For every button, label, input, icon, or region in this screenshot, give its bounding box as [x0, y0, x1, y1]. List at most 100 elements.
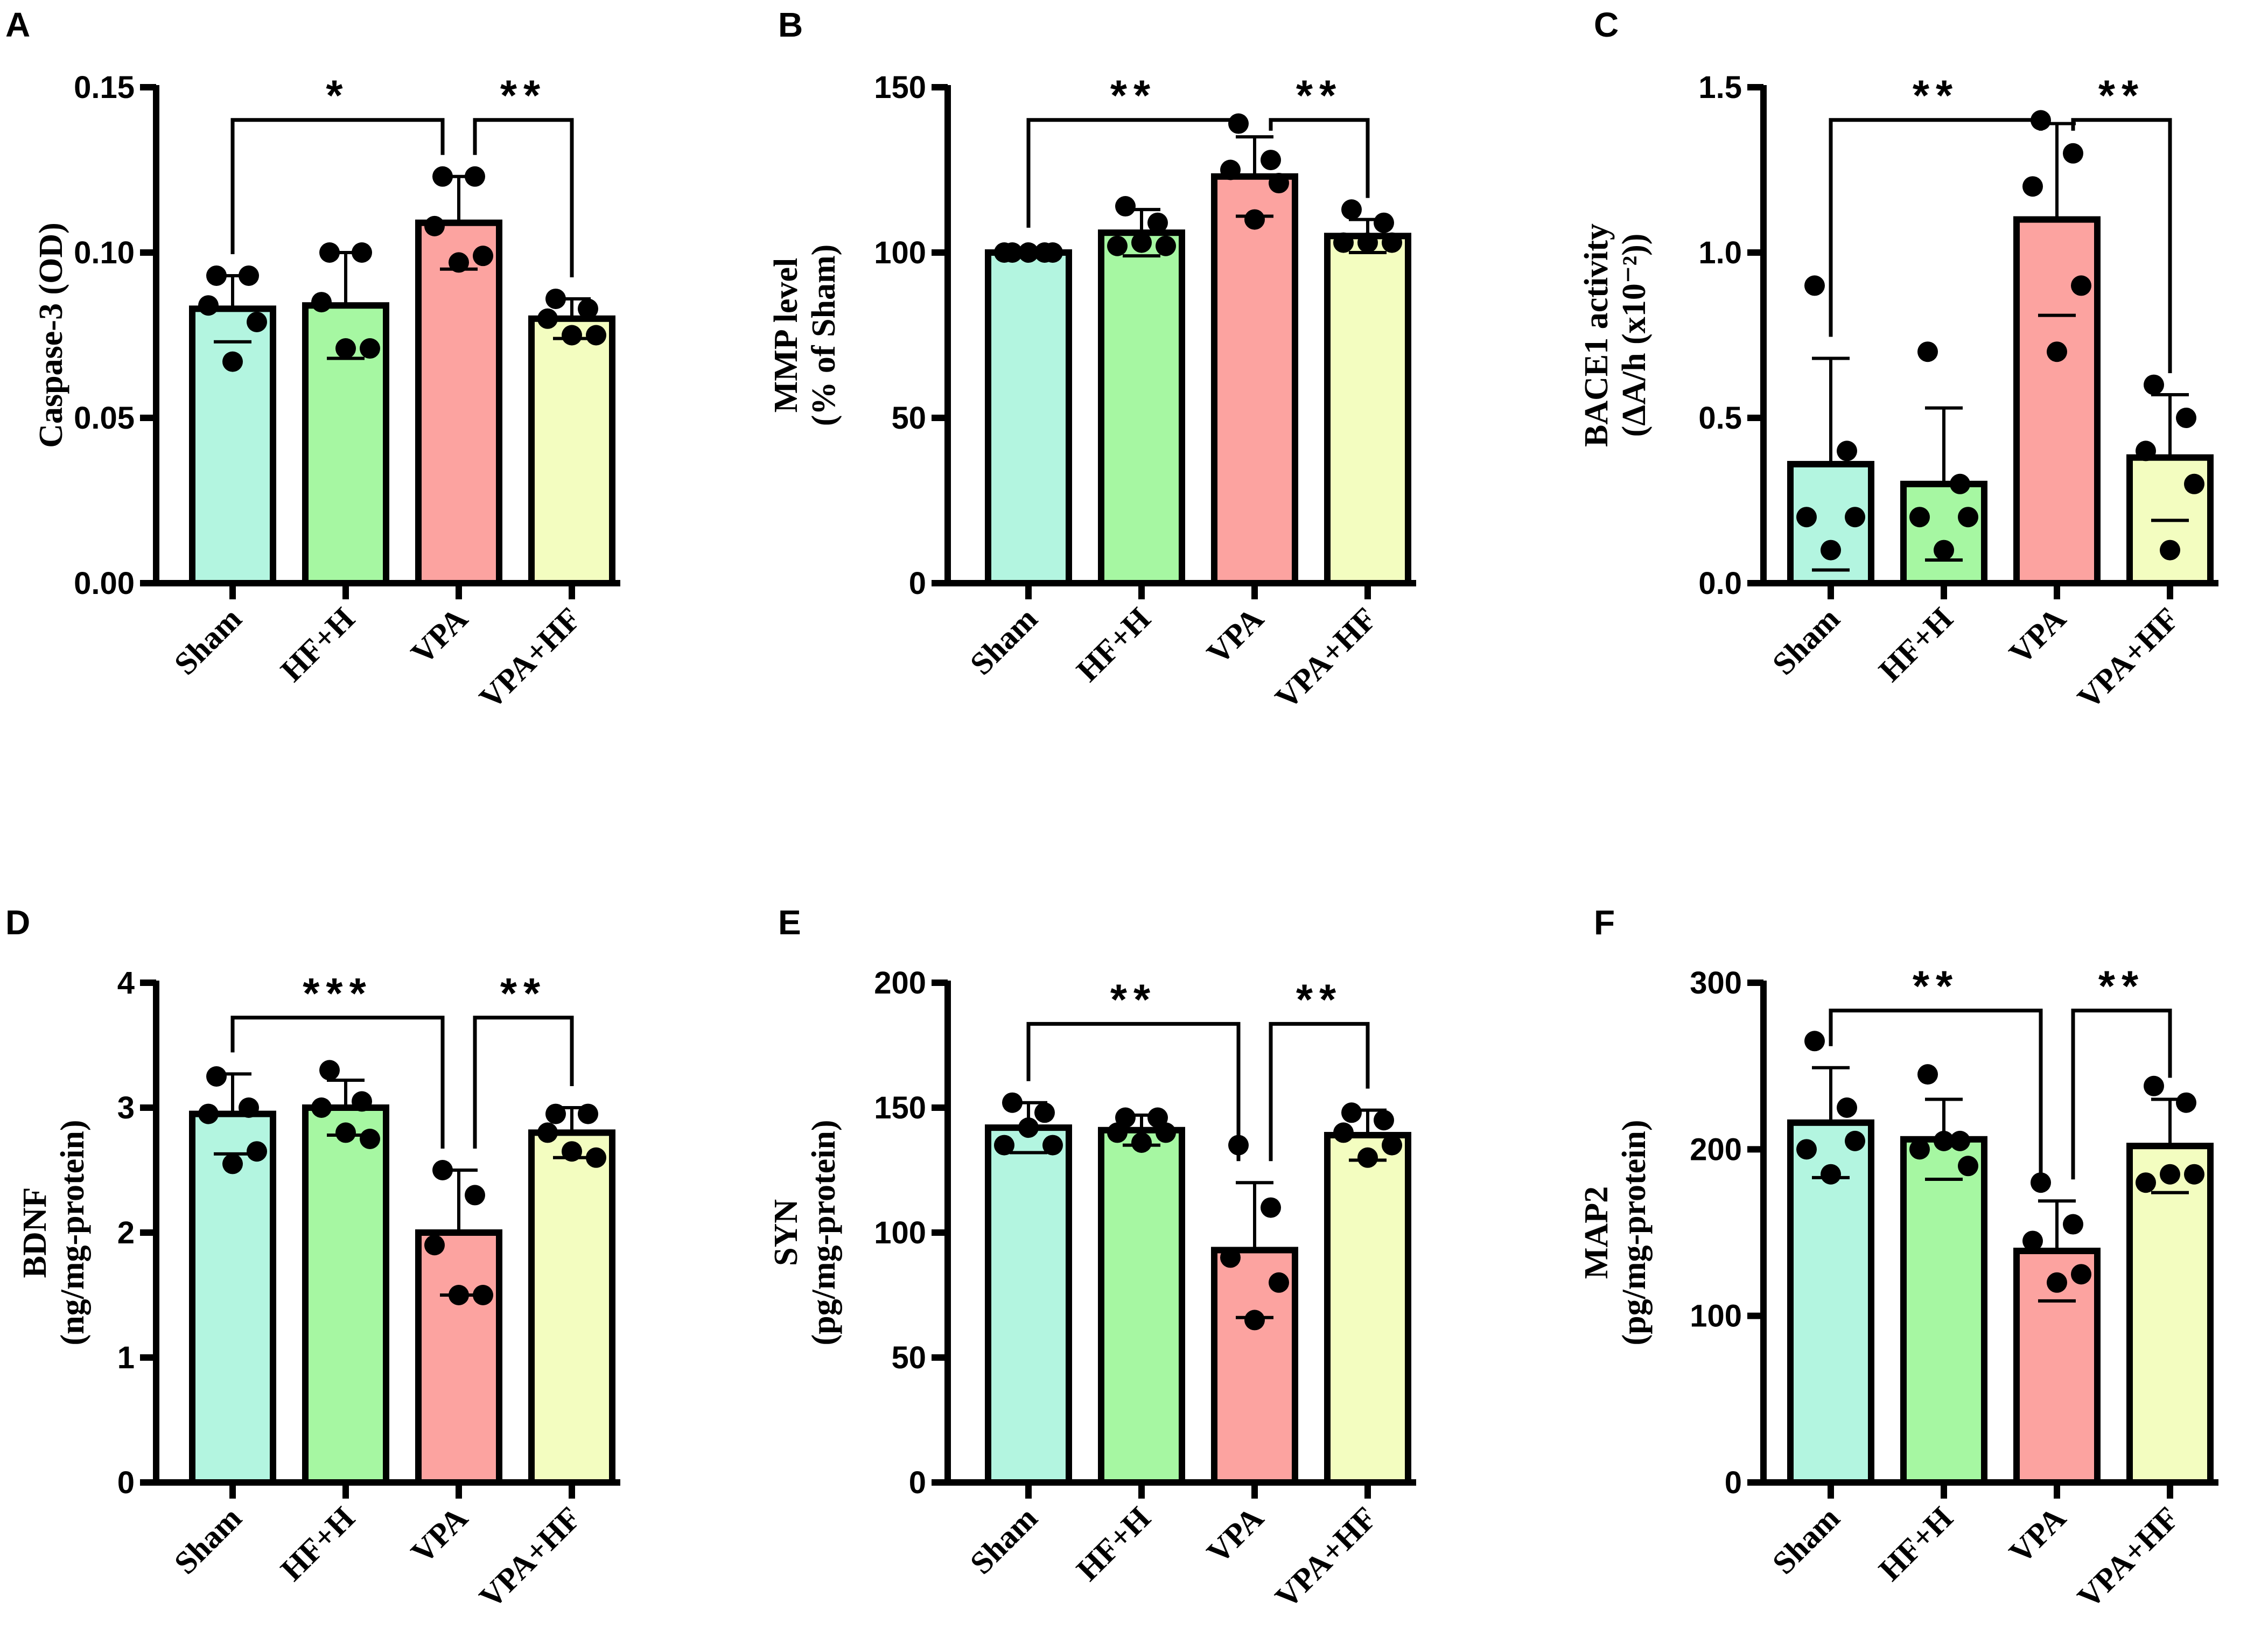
bar-VPA+HF: [2126, 1143, 2214, 1486]
panel-letter: B: [778, 5, 803, 44]
data-point: [1220, 1247, 1241, 1268]
panel-letter: F: [1594, 903, 1615, 942]
data-point: [1382, 232, 1402, 253]
significance-label: **: [2098, 72, 2145, 120]
data-point: [222, 351, 243, 372]
panel-C: C BACE1 activity(ΔA/h (x10⁻²)) Sham HF+H VPA…: [1578, 5, 2218, 716]
y-axis-label-line: MAP2: [1578, 1186, 1615, 1279]
data-point: [1845, 1130, 1865, 1151]
bar-HF+H: [1098, 229, 1185, 587]
x-tick-label: Sham: [1766, 1500, 1846, 1581]
y-axis-label-line: MMP level: [768, 258, 804, 412]
y-axis-label: SYN(pg/mg-protein): [768, 1120, 842, 1345]
data-point: [198, 1103, 219, 1124]
data-point: [432, 166, 453, 187]
bar-VPA: [1211, 173, 1298, 586]
data-point: [1837, 440, 1857, 461]
data-point: [1261, 1197, 1281, 1218]
data-point: [2160, 1164, 2180, 1185]
significance-bracket: [473, 118, 574, 277]
data-point: [2063, 143, 2083, 164]
bar-Sham: [985, 249, 1072, 586]
panel-letter: D: [5, 903, 30, 942]
data-point: [1934, 540, 1954, 561]
data-point: [1002, 1092, 1023, 1113]
significance-bracket: [230, 118, 445, 254]
data-point: [1333, 232, 1354, 253]
data-point: [2063, 1214, 2083, 1235]
data-point: [1131, 1132, 1152, 1153]
y-tick-label: 200: [1690, 1132, 1742, 1167]
data-point: [2184, 473, 2204, 494]
data-point: [578, 1103, 598, 1124]
bar-HF+H: [1900, 480, 1987, 586]
x-tick-label: VPA+HF: [472, 1500, 587, 1615]
data-point: [198, 295, 219, 316]
y-axis-label-line: BDNF: [17, 1187, 53, 1278]
bar-VPA+HF: [528, 315, 615, 586]
data-point: [1147, 212, 1168, 233]
data-point: [311, 1097, 332, 1118]
y-tick-label: 0.15: [74, 70, 135, 105]
data-point: [2071, 1264, 2091, 1285]
panel-letter: C: [1594, 5, 1619, 44]
data-point: [2047, 341, 2067, 362]
data-point: [1269, 173, 1289, 194]
data-point: [2144, 1075, 2164, 1096]
significance-bracket: [2071, 118, 2172, 374]
data-point: [994, 1135, 1014, 1156]
data-point: [1804, 275, 1825, 296]
data-point: [1909, 507, 1930, 528]
significance-label: **: [1110, 72, 1157, 120]
data-point: [586, 1147, 606, 1168]
bar-VPA+HF: [1324, 233, 1411, 586]
x-tick-label: HF+H: [274, 601, 361, 689]
data-point: [206, 1066, 227, 1087]
x-tick-label: VPA: [1200, 1500, 1270, 1571]
bar-Sham: [189, 305, 276, 586]
data-point: [465, 166, 485, 187]
data-point: [2022, 176, 2043, 197]
panel-letter: A: [5, 5, 30, 44]
data-point: [1934, 1130, 1954, 1151]
x-tick-label: VPA+HF: [2070, 1500, 2186, 1615]
data-point: [1018, 242, 1039, 263]
data-point: [1374, 212, 1394, 233]
y-tick-label: 50: [891, 1340, 926, 1375]
y-tick-label: 50: [891, 401, 926, 436]
bar-Sham: [985, 1124, 1072, 1486]
y-tick-label: 0.0: [1698, 566, 1742, 601]
y-tick-label: 100: [1690, 1299, 1742, 1334]
data-point: [206, 265, 227, 286]
y-tick-label: 150: [874, 1090, 926, 1125]
significance-bracket: [1269, 1022, 1370, 1162]
x-tick-label: HF+H: [1069, 601, 1157, 689]
data-point: [1804, 1031, 1825, 1052]
y-axis-label: Caspase-3 (OD): [33, 222, 69, 447]
y-axis-label: BDNF(ng/mg-protein): [17, 1120, 91, 1345]
data-point: [1244, 209, 1265, 230]
data-point: [586, 325, 606, 346]
data-point: [2176, 408, 2196, 428]
bar-HF+H: [1900, 1136, 1987, 1486]
data-point: [1156, 1122, 1176, 1143]
data-point: [2047, 1272, 2067, 1293]
y-tick-label: 150: [874, 70, 926, 105]
bar-VPA+HF: [1324, 1132, 1411, 1486]
data-point: [2031, 1172, 2051, 1193]
bar-VPA+HF: [528, 1129, 615, 1486]
data-point: [465, 1185, 485, 1206]
bar-HF+H: [1098, 1127, 1185, 1486]
data-point: [1796, 1139, 1817, 1160]
data-point: [473, 1285, 493, 1305]
y-axis-label-line: (ng/mg-protein): [54, 1120, 91, 1345]
y-axis-label-line: (pg/mg-protein): [806, 1120, 842, 1345]
x-tick-label: VPA+HF: [2070, 601, 2186, 716]
y-axis-label-line: BACE1 activity: [1578, 223, 1615, 447]
significance-bracket: [230, 1016, 445, 1149]
y-axis-label-line: (ΔA/h (x10⁻²)): [1616, 234, 1653, 437]
